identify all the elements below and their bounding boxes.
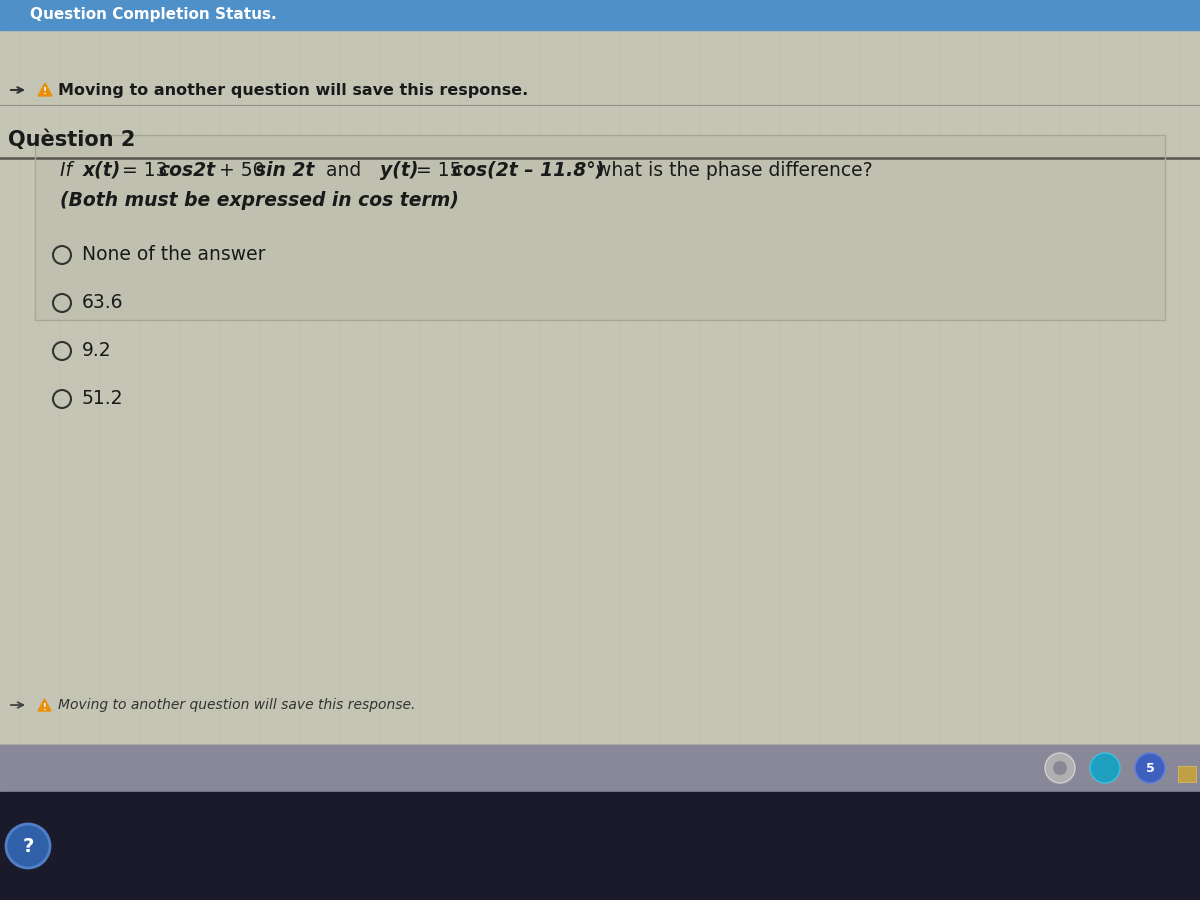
- Text: and: and: [308, 160, 373, 179]
- Text: Question Completion Status.: Question Completion Status.: [30, 7, 277, 22]
- Text: Moving to another question will save this response.: Moving to another question will save thi…: [58, 698, 415, 712]
- Circle shape: [1135, 753, 1165, 783]
- Text: !: !: [43, 87, 47, 96]
- Text: !: !: [42, 703, 47, 712]
- Bar: [35, 135, 1165, 320]
- Text: 51.2: 51.2: [82, 390, 124, 409]
- Bar: [0, 0, 1200, 30]
- Bar: [0, 745, 1200, 792]
- Text: = 15: = 15: [410, 160, 462, 179]
- Text: None of the answer: None of the answer: [82, 246, 265, 265]
- Text: 9.2: 9.2: [82, 341, 112, 361]
- Circle shape: [6, 824, 50, 868]
- Circle shape: [1045, 753, 1075, 783]
- Circle shape: [1090, 753, 1120, 783]
- Text: sin 2t: sin 2t: [256, 160, 314, 179]
- Text: y(t): y(t): [380, 160, 419, 179]
- Text: what is the phase difference?: what is the phase difference?: [590, 160, 872, 179]
- Polygon shape: [38, 699, 50, 711]
- Text: 5: 5: [1146, 761, 1154, 775]
- Polygon shape: [38, 83, 52, 96]
- Text: cos2t: cos2t: [158, 160, 215, 179]
- Text: = 13: = 13: [116, 160, 168, 179]
- Text: x(t): x(t): [83, 160, 121, 179]
- Text: (Both must be expressed in cos term): (Both must be expressed in cos term): [60, 191, 458, 210]
- Bar: [35, 135, 1165, 320]
- Text: 63.6: 63.6: [82, 293, 124, 312]
- Circle shape: [1054, 761, 1067, 775]
- Text: Moving to another question will save this response.: Moving to another question will save thi…: [58, 83, 528, 97]
- Text: + 50: + 50: [214, 160, 264, 179]
- Bar: [0, 792, 1200, 900]
- Text: cos(2t – 11.8°): cos(2t – 11.8°): [452, 160, 605, 179]
- Text: Quèstion 2: Quèstion 2: [8, 130, 136, 150]
- Text: If: If: [60, 160, 78, 179]
- Bar: [1178, 766, 1196, 782]
- Text: ?: ?: [23, 836, 34, 856]
